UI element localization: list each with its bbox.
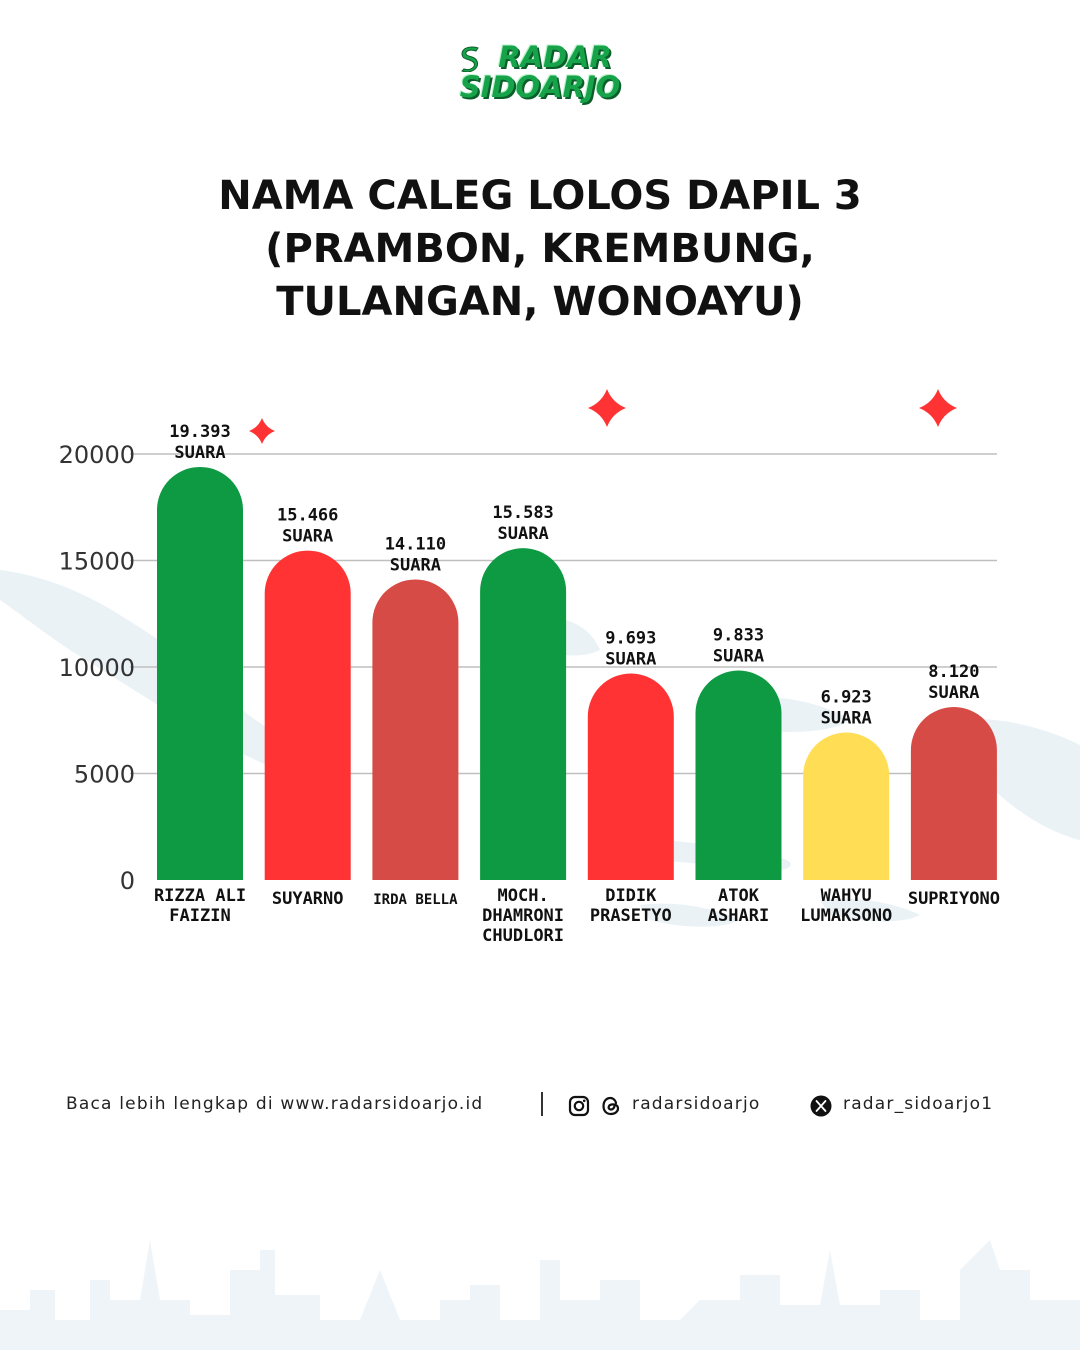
bar [587,673,674,880]
data-label: 6.923 SUARA [821,688,872,729]
instagram-icon[interactable] [568,1095,590,1117]
category-label: MOCH. DHAMRONI CHUDLORI [482,886,564,946]
category-label: SUYARNO [272,889,344,909]
footer: Baca lebih lengkap di www.radarsidoarjo.… [0,1090,1080,1120]
footer-divider [541,1092,543,1116]
bar-chart: 0 5000 10000 15000 20000 19.393 SUARA 15.466 SU… [59,389,1000,946]
bars [157,466,997,880]
bar [695,670,782,880]
bar [264,550,351,880]
bar [910,707,997,880]
read-more-link[interactable]: Baca lebih lengkap di www.radarsidoarjo.… [66,1094,484,1114]
value-labels: 19.393 SUARA 15.466 SUARA 14.110 SUARA 15.583 S… [169,422,979,729]
threads-icon[interactable] [600,1095,622,1117]
y-tick-label: 10000 [59,654,135,682]
category-label: RIZZA ALI FAIZIN [154,886,246,926]
logo-line-2: SIDOARJO [459,70,621,104]
bar [480,548,567,880]
logo-line-1: RADAR [498,40,612,74]
page-title: NAMA CALEG LOLOS DAPIL 3 (PRAMBON, KREMB… [90,170,990,329]
data-label: 9.693 SUARA [605,629,656,670]
logo-mark-icon [461,46,479,72]
social-handle[interactable]: radarsidoarjo [632,1094,761,1114]
bar [372,579,459,880]
data-label: 8.120 SUARA [928,662,979,703]
sparkle-icon [249,418,275,444]
data-label: 15.583 SUARA [492,503,553,544]
title-line-1: NAMA CALEG LOLOS DAPIL 3 [218,173,862,219]
title-line-3: TULANGAN, WONOAYU) [276,279,804,325]
y-tick-label: 20000 [59,441,135,469]
y-tick-label: 5000 [74,761,135,789]
y-tick-label: 15000 [59,548,135,576]
data-label: 9.833 SUARA [713,626,764,667]
y-axis-ticks: 0 5000 10000 15000 20000 [59,441,135,895]
category-labels: RIZZA ALI FAIZIN SUYARNO IRDA BELLA MOCH. DHA… [154,886,1000,946]
sparkle-icon [919,389,957,427]
title-line-2: (PRAMBON, KREMBUNG, [265,226,815,272]
x-handle[interactable]: radar_sidoarjo1 [843,1094,994,1114]
sparkle-decorations [249,389,957,444]
data-label: 14.110 SUARA [385,534,446,575]
skyline-silhouette [0,1240,1080,1350]
sparkle-icon [588,389,626,427]
bar [803,732,890,880]
category-label: IRDA BELLA [373,892,458,908]
category-label: DIDIK PRASETYO [590,886,672,926]
data-label: 19.393 SUARA [169,422,230,463]
radar-sidoarjo-logo: RADAR SIDOARJO [440,42,640,112]
category-label: SUPRIYONO [908,889,1000,909]
category-label: WAHYU LUMAKSONO [800,886,892,926]
x-icon[interactable] [810,1095,832,1117]
bar [157,466,243,880]
category-label: ATOK ASHARI [708,886,769,926]
y-tick-label: 0 [120,867,135,895]
data-label: 15.466 SUARA [277,506,338,547]
